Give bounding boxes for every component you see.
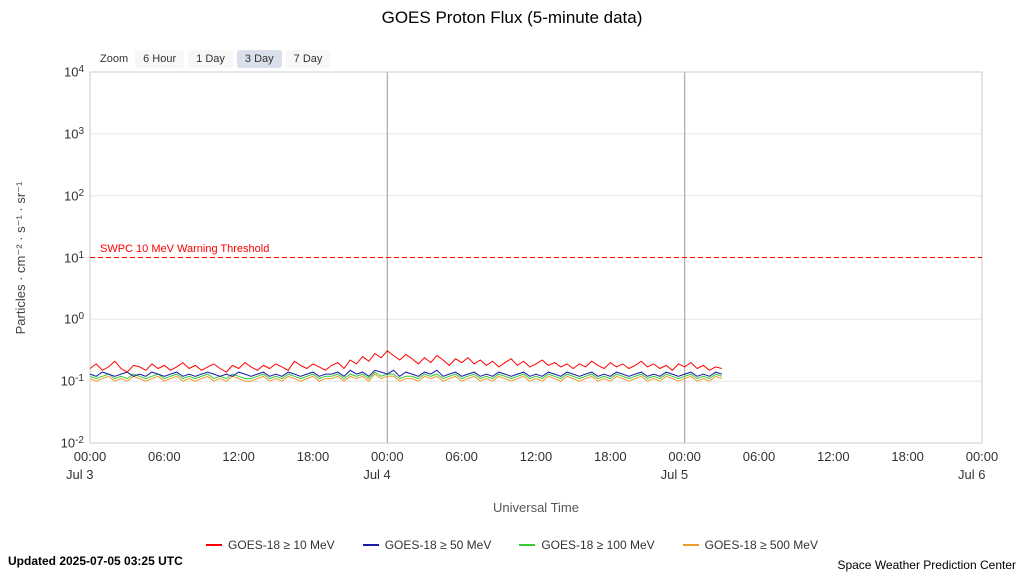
series-line (89, 369, 722, 377)
x-date-label: Jul 3 (66, 467, 94, 482)
x-tick-label: 06:00 (445, 449, 478, 464)
zoom-button-7-day[interactable]: 7 Day (285, 50, 331, 68)
y-tick-label: 102 (63, 187, 84, 203)
legend-label: GOES-18 ≥ 50 MeV (384, 538, 492, 552)
y-tick-label: 10-2 (60, 435, 84, 451)
legend-label: GOES-18 ≥ 500 MeV (704, 538, 818, 552)
zoom-button-6-hour[interactable]: 6 Hour (135, 50, 185, 68)
legend-marker (682, 544, 699, 546)
x-tick-label: 12:00 (817, 449, 850, 464)
y-tick-label: 104 (63, 64, 84, 80)
legend-marker (362, 544, 379, 546)
zoom-button-1-day[interactable]: 1 Day (188, 50, 233, 68)
page-title: GOES Proton Flux (5-minute data) (381, 8, 643, 27)
x-tick-label: 18:00 (891, 449, 924, 464)
legend-item[interactable]: GOES-18 ≥ 50 MeV (362, 538, 492, 552)
threshold-label: SWPC 10 MeV Warning Threshold (100, 243, 270, 255)
legend-item[interactable]: GOES-18 ≥ 10 MeV (206, 538, 335, 552)
legend-label: GOES-18 ≥ 10 MeV (228, 538, 335, 552)
legend-label: GOES-18 ≥ 100 MeV (541, 538, 655, 552)
zoom-controls: Zoom 6 Hour 1 Day 3 Day 7 Day (100, 50, 331, 68)
x-tick-label: 12:00 (519, 449, 553, 464)
credit-text: Space Weather Prediction Center (837, 558, 1016, 572)
legend-marker (519, 544, 536, 546)
y-tick-label: 103 (63, 125, 84, 142)
x-tick-label: 06:00 (148, 449, 181, 464)
x-tick-label: 00:00 (668, 449, 701, 464)
legend-item[interactable]: GOES-18 ≥ 100 MeV (519, 538, 655, 552)
y-tick-label: 101 (63, 249, 84, 265)
x-tick-label: 00:00 (965, 449, 999, 464)
updated-timestamp: Updated 2025-07-05 03:25 UTC (8, 554, 183, 568)
x-date-label: Jul 4 (363, 467, 391, 482)
zoom-label: Zoom (100, 53, 129, 65)
series-line (89, 373, 722, 382)
x-tick-label: 18:00 (296, 449, 330, 464)
legend-marker (206, 544, 223, 546)
x-date-label: Jul 5 (660, 467, 689, 482)
legend-item[interactable]: GOES-18 ≥ 500 MeV (682, 538, 818, 552)
x-axis-title: Universal Time (493, 500, 579, 515)
series-line (89, 350, 722, 373)
x-tick-label: 12:00 (222, 449, 255, 464)
zoom-button-3-day[interactable]: 3 Day (236, 50, 282, 68)
y-axis-title: Particles · cm⁻² · s⁻¹ · sr⁻¹ (13, 181, 28, 335)
x-date-label: Jul 6 (958, 467, 986, 482)
x-tick-label: 06:00 (742, 449, 776, 464)
y-tick-label: 10-1 (60, 373, 84, 389)
legend: GOES-18 ≥ 10 MeV GOES-18 ≥ 50 MeV GOES-18 … (0, 538, 1024, 552)
series-line (89, 371, 722, 380)
y-tick-label: 100 (63, 311, 84, 327)
x-tick-label: 00:00 (371, 449, 404, 464)
x-tick-label: 00:00 (73, 449, 107, 464)
x-tick-label: 18:00 (594, 449, 627, 464)
